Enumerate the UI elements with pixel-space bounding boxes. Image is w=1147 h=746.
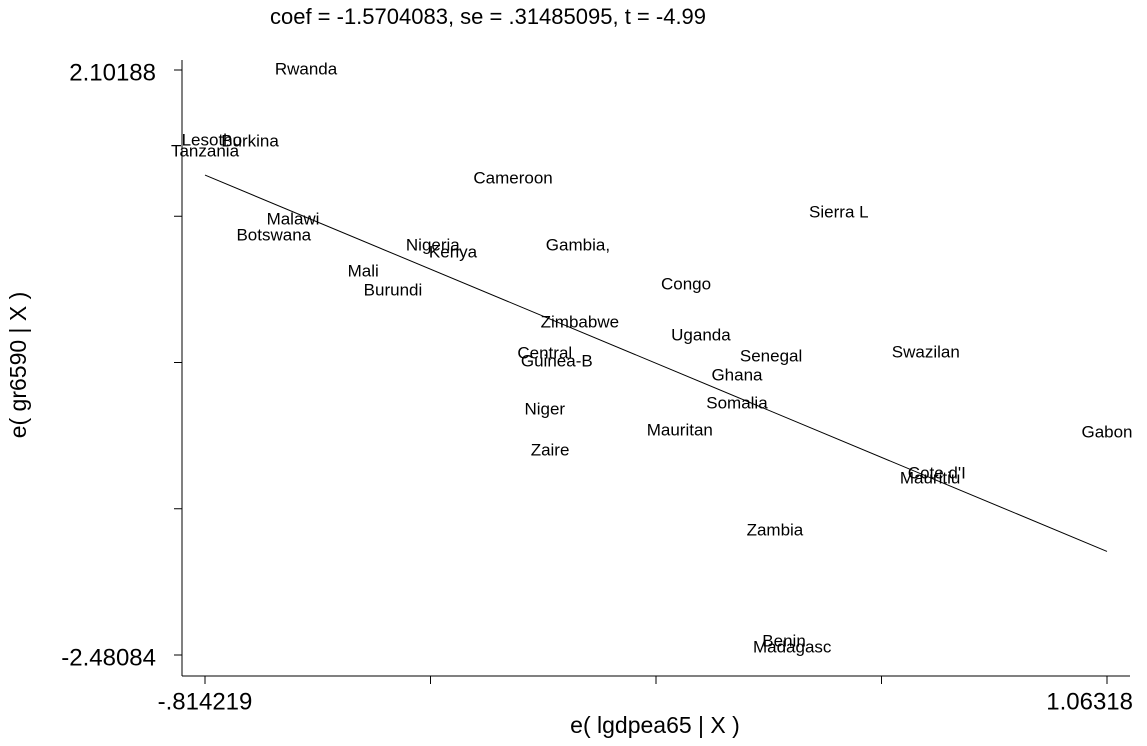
point-label: Mauritan <box>647 420 713 439</box>
point-label: Mali <box>348 262 379 281</box>
point-label: Sierra L <box>809 202 869 221</box>
point-label: Gabon <box>1081 422 1132 441</box>
point-label: Malawi <box>267 209 320 228</box>
point-label: Benin <box>762 631 805 650</box>
fit-line <box>204 174 1108 552</box>
chart-title: coef = -1.5704083, se = .31485095, t = -… <box>270 4 706 29</box>
point-label: Nigeria <box>406 236 460 255</box>
point-label: Swazilan <box>892 342 960 361</box>
y-axis-label: e( gr6590 | X ) <box>5 292 31 439</box>
point-label: Niger <box>524 399 565 418</box>
x-tick-label: -.814219 <box>158 688 253 715</box>
point-label: Guinea-B <box>521 351 593 370</box>
x-tick-label: 1.06318 <box>1046 688 1133 715</box>
y-tick-label: -2.48084 <box>61 644 156 671</box>
point-label: Burkina <box>221 131 279 150</box>
point-label: Cote d'I <box>908 463 966 482</box>
y-tick-label: 2.10188 <box>69 59 156 86</box>
point-label: Burundi <box>364 280 423 299</box>
point-label: Lesotho <box>182 130 243 149</box>
point-label: Central <box>517 343 572 362</box>
point-label: Ghana <box>711 365 763 384</box>
point-label: Rwanda <box>275 59 338 78</box>
point-label: Uganda <box>671 325 731 344</box>
point-label: Cameroon <box>473 168 552 187</box>
point-label: Mauritiu <box>900 468 960 487</box>
point-label: Congo <box>661 274 711 293</box>
point-label: Madagasc <box>753 637 832 656</box>
point-label: Senegal <box>740 346 802 365</box>
point-label: Kenya <box>429 243 478 262</box>
point-label: Somalia <box>706 393 768 412</box>
point-label: Zaire <box>531 441 570 460</box>
point-label: Gambia, <box>546 236 610 255</box>
x-axis-label: e( lgdpea65 | X ) <box>570 712 740 738</box>
point-label: Zimbabwe <box>541 312 619 331</box>
point-label: Botswana <box>236 225 311 244</box>
point-label: Tanzania <box>171 142 240 161</box>
point-label: Zambia <box>747 520 804 539</box>
